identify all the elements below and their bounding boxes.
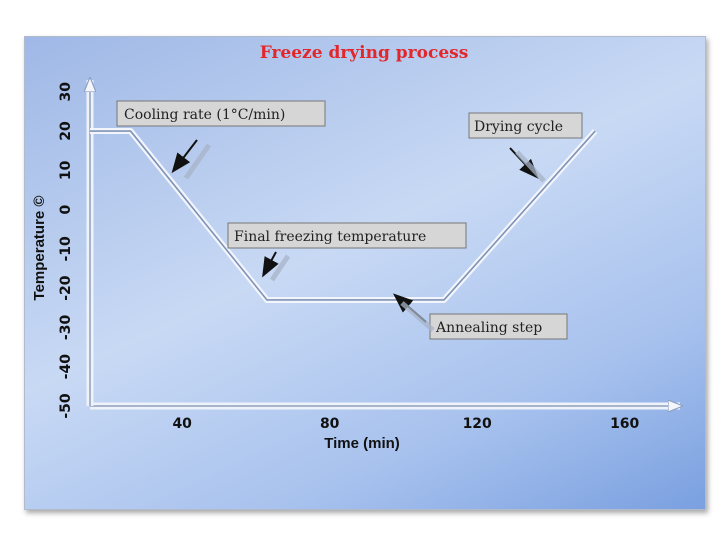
y-tick-label: -10: [58, 236, 74, 262]
arrow-cooling-rate: [171, 139, 198, 174]
x-tick-label: 160: [610, 416, 639, 432]
chart-title: Freeze drying process: [260, 43, 469, 63]
callout-final-freezing-text: Final freezing temperature: [234, 229, 426, 245]
y-tick-label: 30: [58, 82, 74, 102]
y-tick-label: 0: [58, 204, 74, 214]
y-axis-label: Temperature ©: [31, 196, 48, 301]
arrow-shadow-cooling: [183, 143, 212, 180]
callout-cooling-rate: Cooling rate (1°C/min): [116, 100, 326, 127]
x-tick-label: 80: [320, 416, 340, 432]
series-layer: [90, 128, 598, 303]
arrow-shadow-freezing: [269, 254, 291, 282]
callout-cooling-rate-text: Cooling rate (1°C/min): [124, 107, 285, 123]
y-tick-label: -40: [58, 354, 74, 380]
ticks-layer: 40 80 120 160 -50 -40 -30 -20 -10 0 10 20 30: [58, 82, 640, 432]
arrow-final-freezing: [262, 251, 279, 278]
x-tick-label: 40: [172, 416, 192, 432]
arrow-shadow-drying: [515, 150, 546, 183]
callout-final-freezing: Final freezing temperature: [227, 222, 467, 249]
callout-drying-cycle: Drying cycle: [468, 112, 583, 139]
arrow-shadow-annealing: [400, 301, 435, 332]
x-axis-label: Time (min): [324, 435, 400, 452]
y-tick-label: -30: [58, 315, 74, 341]
y-tick-label: 10: [58, 160, 74, 180]
series-line-0: [90, 130, 596, 301]
y-tick-label: -20: [58, 275, 74, 301]
callout-annealing-step-text: Annealing step: [435, 320, 542, 336]
axes: [90, 80, 680, 406]
y-tick-label: 20: [58, 121, 74, 141]
callout-drying-cycle-text: Drying cycle: [474, 119, 563, 135]
callout-annealing-step: Annealing step: [429, 313, 568, 340]
x-tick-label: 120: [463, 416, 492, 432]
y-tick-label: -50: [58, 393, 74, 419]
